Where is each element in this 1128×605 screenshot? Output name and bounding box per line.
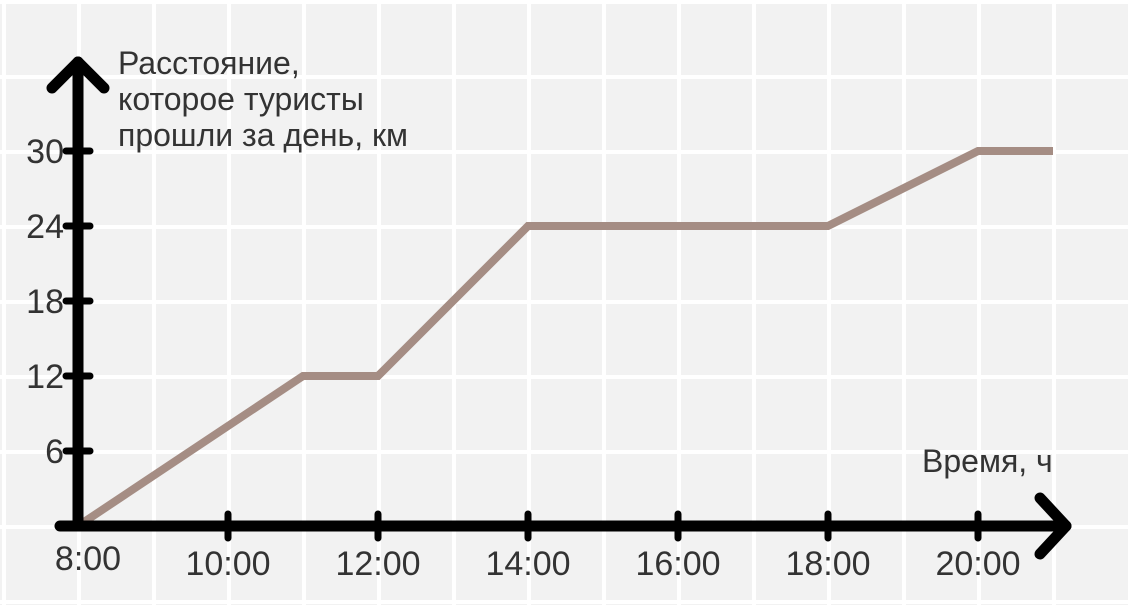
y-tick-label: 30 <box>26 133 64 171</box>
y-axis-arrow <box>46 56 110 94</box>
x-tick-label: 18:00 <box>785 545 870 583</box>
ticks <box>62 147 982 542</box>
y-axis-label-line: Расстояние, <box>118 45 300 81</box>
series-group <box>75 147 1053 530</box>
tick-labels: 8:00 10:00 12:00 14:00 16:00 18:00 20:00 6 12 18 2… <box>26 133 1020 583</box>
x-tick-label: 10:00 <box>185 545 270 583</box>
y-tick-label: 12 <box>26 358 64 396</box>
y-axis-label-line: прошли за день, км <box>118 117 408 153</box>
x-tick-label: 20:00 <box>935 545 1020 583</box>
x-tick-label: 12:00 <box>335 545 420 583</box>
y-tick-label: 24 <box>26 208 64 246</box>
y-tick-label: 6 <box>45 433 64 471</box>
x-axis-arrow <box>1034 492 1072 560</box>
series-line <box>75 147 1053 530</box>
y-tick-label: 18 <box>26 283 64 321</box>
x-tick-label: 14:00 <box>485 545 570 583</box>
y-axis-label-line: которое туристы <box>118 81 364 117</box>
y-axis-label: Расстояние, которое туристы прошли за день… <box>118 45 408 153</box>
x-tick-label: 16:00 <box>635 545 720 583</box>
x-axis-label: Время, ч <box>922 443 1053 479</box>
x-tick-label: 8:00 <box>55 540 121 578</box>
